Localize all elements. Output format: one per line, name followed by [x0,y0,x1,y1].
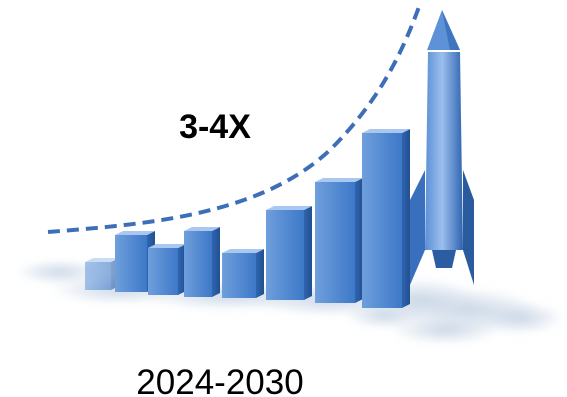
bar-front [362,133,402,308]
smoke-puff [15,260,105,284]
period: 2024-2030 [136,363,303,397]
bar-top [184,227,220,231]
bar-top [222,249,264,253]
smoke-puff [390,316,500,344]
headline: 3-4X [179,108,251,146]
smoke-puff [345,304,425,328]
bar-front [266,210,304,300]
bar-front [148,248,178,295]
rocket-fin-right [463,170,474,285]
bar-top [148,244,186,248]
bar-front [85,262,111,290]
bar-top [85,258,119,262]
bar-front [222,253,256,298]
rocket-fin-left [410,170,425,285]
bar-top [315,178,363,182]
rocket [410,10,474,285]
bar-side [304,206,312,300]
bar-side [212,227,220,297]
bar-top [115,231,155,235]
bar-side [355,178,363,303]
bar-top [362,129,410,133]
rocket-body [425,52,463,250]
bar-side [402,129,410,308]
bar-side [256,249,264,298]
bar-top [266,206,312,210]
bar-front [184,231,212,297]
bar-front [315,182,355,303]
bar-front [115,235,147,292]
bars [85,129,410,308]
growth-curve [47,3,422,234]
rocket-nozzle [432,250,456,268]
rocket-nose-shade [442,10,460,50]
